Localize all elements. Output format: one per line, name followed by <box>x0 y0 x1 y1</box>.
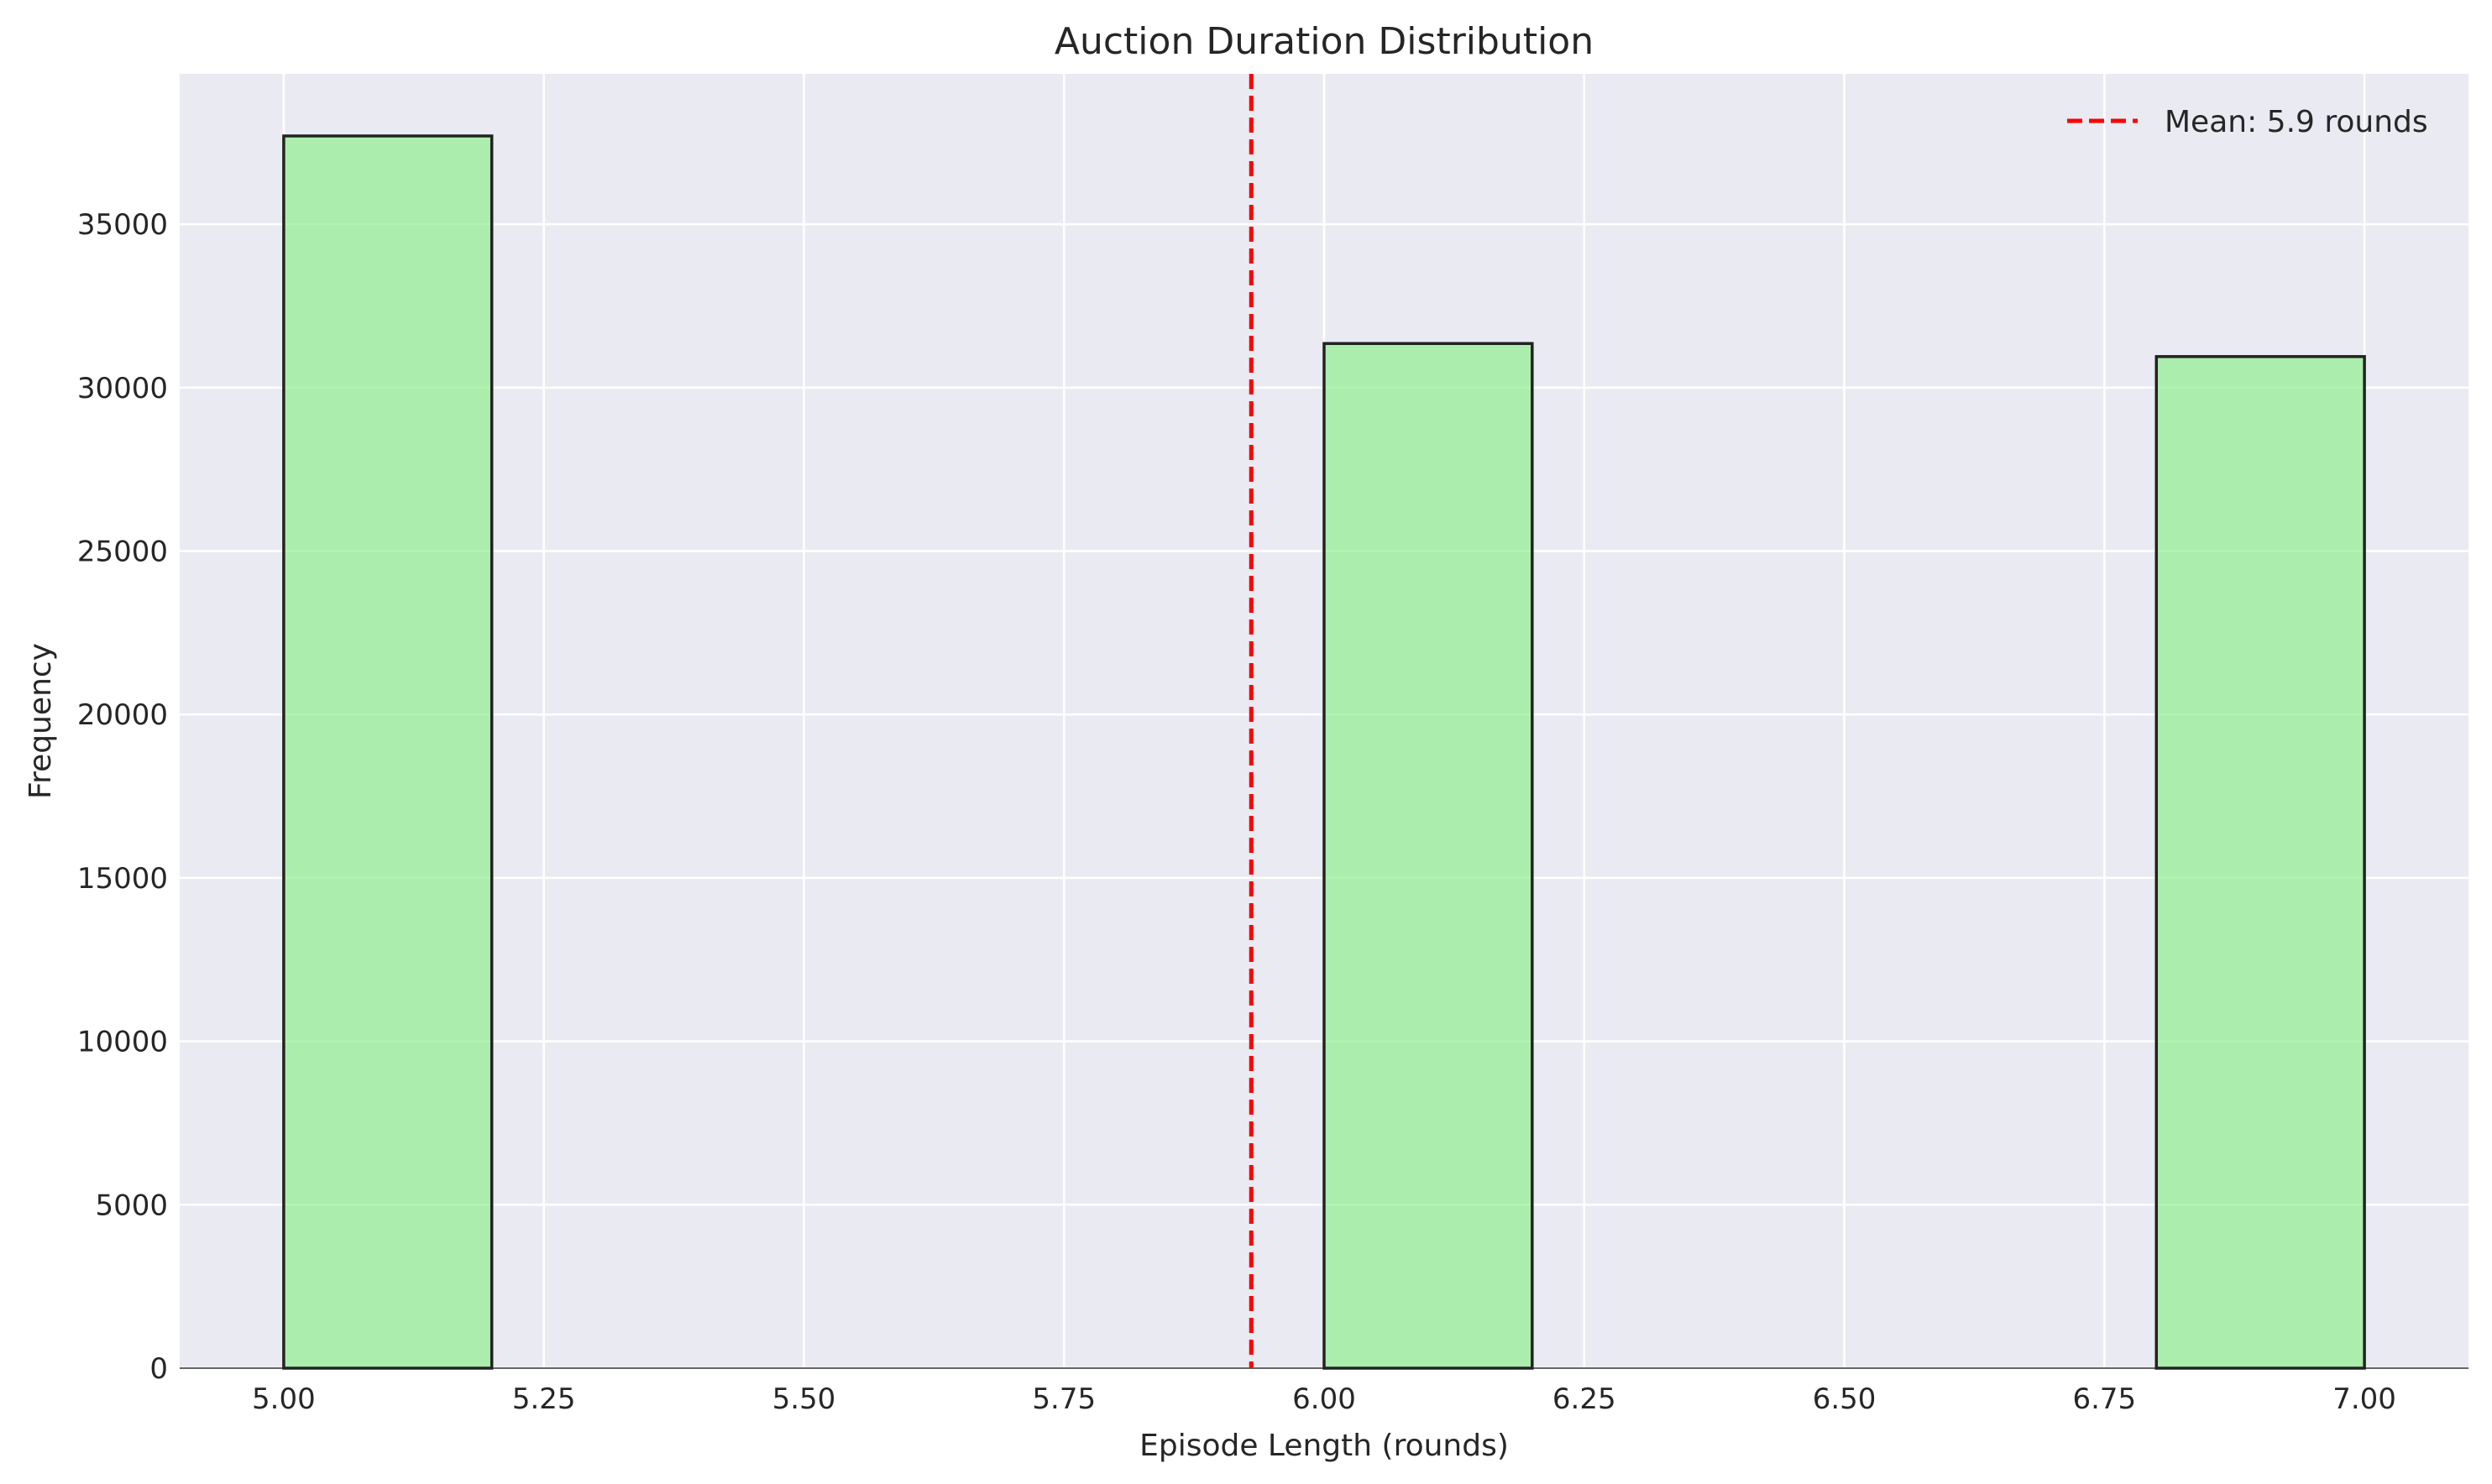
y-axis-ticks: 0 5000 10000 15000 20000 25000 30000 35000 <box>77 208 168 1386</box>
y-axis-label: Frequency <box>24 643 58 799</box>
histogram-bar <box>1322 342 1534 1370</box>
y-tick-label: 0 <box>149 1352 168 1386</box>
y-tick-label: 25000 <box>77 536 168 569</box>
y-tick-label: 10000 <box>77 1026 168 1059</box>
histogram-bar <box>2154 355 2366 1370</box>
legend-label: Mean: 5.9 rounds <box>2165 105 2428 139</box>
chart-title: Auction Duration Distribution <box>1055 20 1594 63</box>
x-tick-label: 5.00 <box>252 1382 316 1416</box>
x-tick-label: 6.00 <box>1292 1382 1356 1416</box>
histogram-bars <box>282 134 2366 1370</box>
x-tick-label: 7.00 <box>2332 1382 2396 1416</box>
histogram-bar <box>282 134 494 1370</box>
x-tick-label: 6.25 <box>1552 1382 1616 1416</box>
x-tick-label: 6.75 <box>2072 1382 2136 1416</box>
x-tick-label: 5.25 <box>512 1382 576 1416</box>
x-axis-label: Episode Length (rounds) <box>1139 1429 1509 1463</box>
y-tick-label: 30000 <box>77 372 168 405</box>
x-tick-label: 5.75 <box>1032 1382 1096 1416</box>
x-axis-ticks: 5.00 5.25 5.50 5.75 6.00 6.25 6.50 6.75 7.00 <box>252 1382 2396 1416</box>
legend: Mean: 5.9 rounds <box>2067 105 2428 139</box>
x-tick-label: 6.50 <box>1813 1382 1877 1416</box>
y-tick-label: 20000 <box>77 698 168 732</box>
y-tick-label: 15000 <box>77 862 168 896</box>
x-tick-label: 5.50 <box>772 1382 836 1416</box>
y-tick-label: 5000 <box>95 1189 168 1222</box>
y-tick-label: 35000 <box>77 208 168 242</box>
